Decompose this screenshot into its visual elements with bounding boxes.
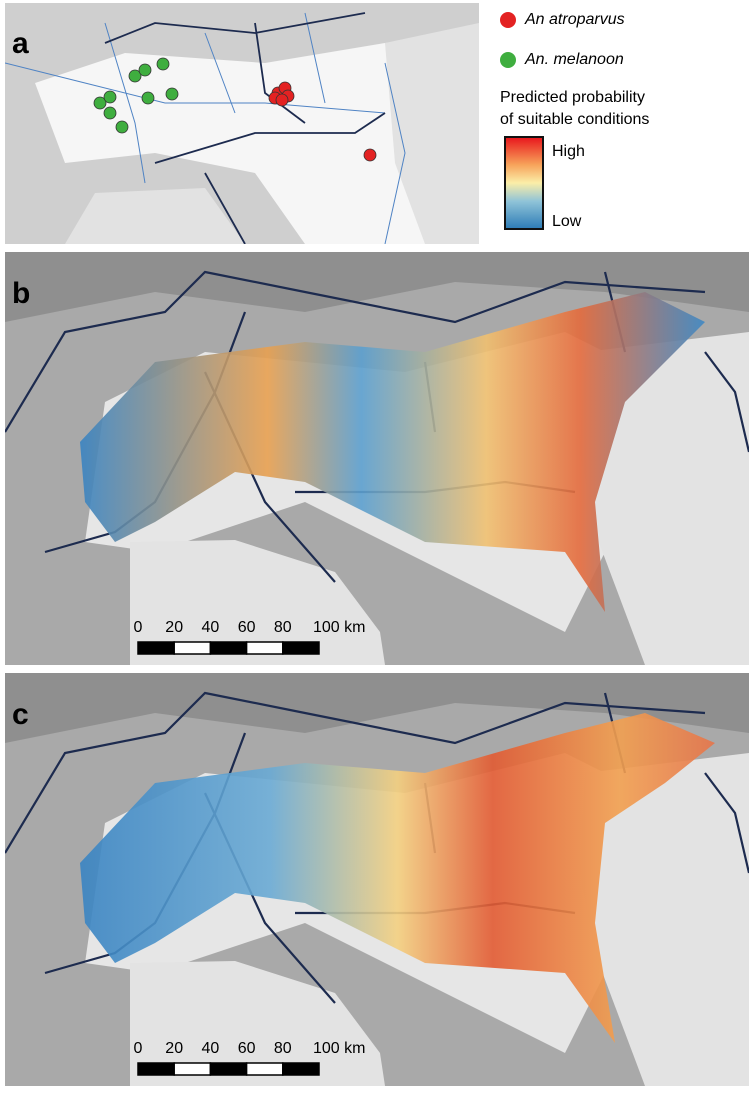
scale-bar-label: 40 (202, 1040, 220, 1057)
scale-bar-segment (209, 641, 248, 655)
legend-marker (500, 52, 516, 68)
occurrence-point (141, 91, 155, 105)
scale-bar-label: 20 (165, 1040, 183, 1057)
scale-bar-label: 0 (134, 1040, 143, 1057)
scale-bar-label: 100 km (313, 619, 365, 636)
panel-label: a (12, 27, 29, 60)
scale-bar-segment (173, 641, 212, 655)
legend-label: An atroparvus (524, 11, 625, 28)
scale-bar-label: 100 km (313, 1040, 365, 1057)
occurrence-point (93, 96, 107, 110)
scale-bar-segment (282, 1062, 320, 1076)
scale-bar-segment (282, 641, 320, 655)
scale-bar-segment (173, 1062, 212, 1076)
occurrence-point (115, 120, 129, 134)
panel-b-map (5, 252, 749, 665)
legend-label: An. melanoon (524, 51, 624, 68)
legend-marker (500, 12, 516, 28)
panel-label: c (12, 698, 29, 731)
scale-bar-label: 60 (238, 619, 256, 636)
occurrence-point (275, 93, 289, 107)
scale-bar-segment (137, 1062, 175, 1076)
scale-bar-segment (137, 641, 175, 655)
colorbar-title: Predicted probability (500, 89, 645, 106)
occurrence-point (138, 63, 152, 77)
scale-bar-label: 80 (274, 619, 292, 636)
scale-bar-label: 60 (238, 1040, 256, 1057)
scale-bar-segment (209, 1062, 248, 1076)
occurrence-point (128, 69, 142, 83)
scale-bar-label: 40 (202, 619, 220, 636)
occurrence-point (103, 106, 117, 120)
colorbar (504, 136, 544, 230)
scale-bar-segment (245, 1062, 284, 1076)
panel-c-map (5, 673, 749, 1086)
scale-bar-label: 0 (134, 619, 143, 636)
panel-label: b (12, 277, 30, 310)
scale-bar-label: 20 (165, 619, 183, 636)
scale-bar-segment (245, 641, 284, 655)
colorbar-title: of suitable conditions (500, 111, 649, 128)
occurrence-point (156, 57, 170, 71)
occurrence-point (363, 148, 377, 162)
colorbar-low: Low (552, 213, 582, 230)
panel-a-map (5, 3, 479, 244)
occurrence-point (165, 87, 179, 101)
colorbar-high: High (552, 143, 585, 160)
occurrence-point (103, 90, 117, 104)
scale-bar-label: 80 (274, 1040, 292, 1057)
